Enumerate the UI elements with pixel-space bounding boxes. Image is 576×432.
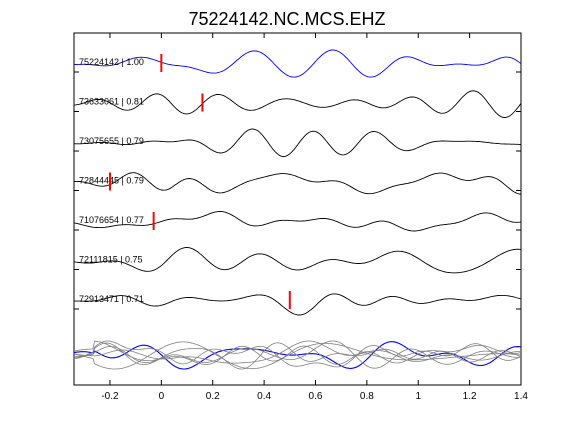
stack-trace <box>74 342 522 370</box>
trace-label: 72844445 | 0.79 <box>79 176 144 186</box>
plot-frame <box>73 32 522 386</box>
chart-title: 75224142.NC.MCS.EHZ <box>188 9 385 29</box>
trace-waveform <box>73 247 522 274</box>
stack-trace <box>73 340 522 369</box>
trace-waveform <box>73 128 522 157</box>
stack-trace <box>73 340 521 364</box>
trace-row: 71076654 | 0.77 <box>73 211 522 232</box>
trace-waveform <box>73 211 522 232</box>
x-tick-label: -0.2 <box>101 391 119 402</box>
trace-row: 72913471 | 0.71 <box>74 291 522 316</box>
x-tick-label: 1 <box>415 391 421 402</box>
x-tick-label: 0.6 <box>309 391 323 402</box>
trace-label: 73633061 | 0.81 <box>79 97 144 107</box>
trace-waveform <box>73 49 522 78</box>
trace-waveform <box>74 293 522 316</box>
trace-waveform <box>73 90 522 118</box>
trace-row: 73633061 | 0.81 <box>73 90 522 118</box>
x-axis: -0.2 0 0.2 0.4 0.6 0.8 1 1.2 1.4 <box>101 33 528 402</box>
stack-trace <box>73 341 522 370</box>
trace-row: 73075655 | 0.79 <box>73 128 522 157</box>
x-tick-label: 1.4 <box>514 391 528 402</box>
trace-waveform <box>74 172 522 195</box>
trace-row: 72111815 | 0.75 <box>73 247 522 274</box>
trace-row: 72844445 | 0.79 <box>74 172 522 195</box>
stacked-overlay <box>73 340 522 370</box>
trace-label: 71076654 | 0.77 <box>79 215 144 225</box>
trace-label: 73075655 | 0.79 <box>79 136 144 146</box>
stack-trace <box>73 341 522 370</box>
trace-row: 75224142 | 1.00 <box>73 49 522 78</box>
x-tick-label: 0.2 <box>206 391 220 402</box>
stack-trace <box>73 340 522 368</box>
x-tick-label: 0 <box>159 391 165 402</box>
stack-trace <box>73 340 522 365</box>
x-tick-label: 0.4 <box>257 391 271 402</box>
trace-label: 72111815 | 0.75 <box>79 255 143 265</box>
x-tick-label: 1.2 <box>463 391 477 402</box>
trace-label: 75224142 | 1.00 <box>79 57 144 67</box>
x-tick-label: 0.8 <box>360 391 374 402</box>
trace-label: 72913471 | 0.71 <box>79 294 144 304</box>
traces-layer: 75224142 | 1.00 73633061 | 0.81 73075655 |… <box>73 49 522 316</box>
